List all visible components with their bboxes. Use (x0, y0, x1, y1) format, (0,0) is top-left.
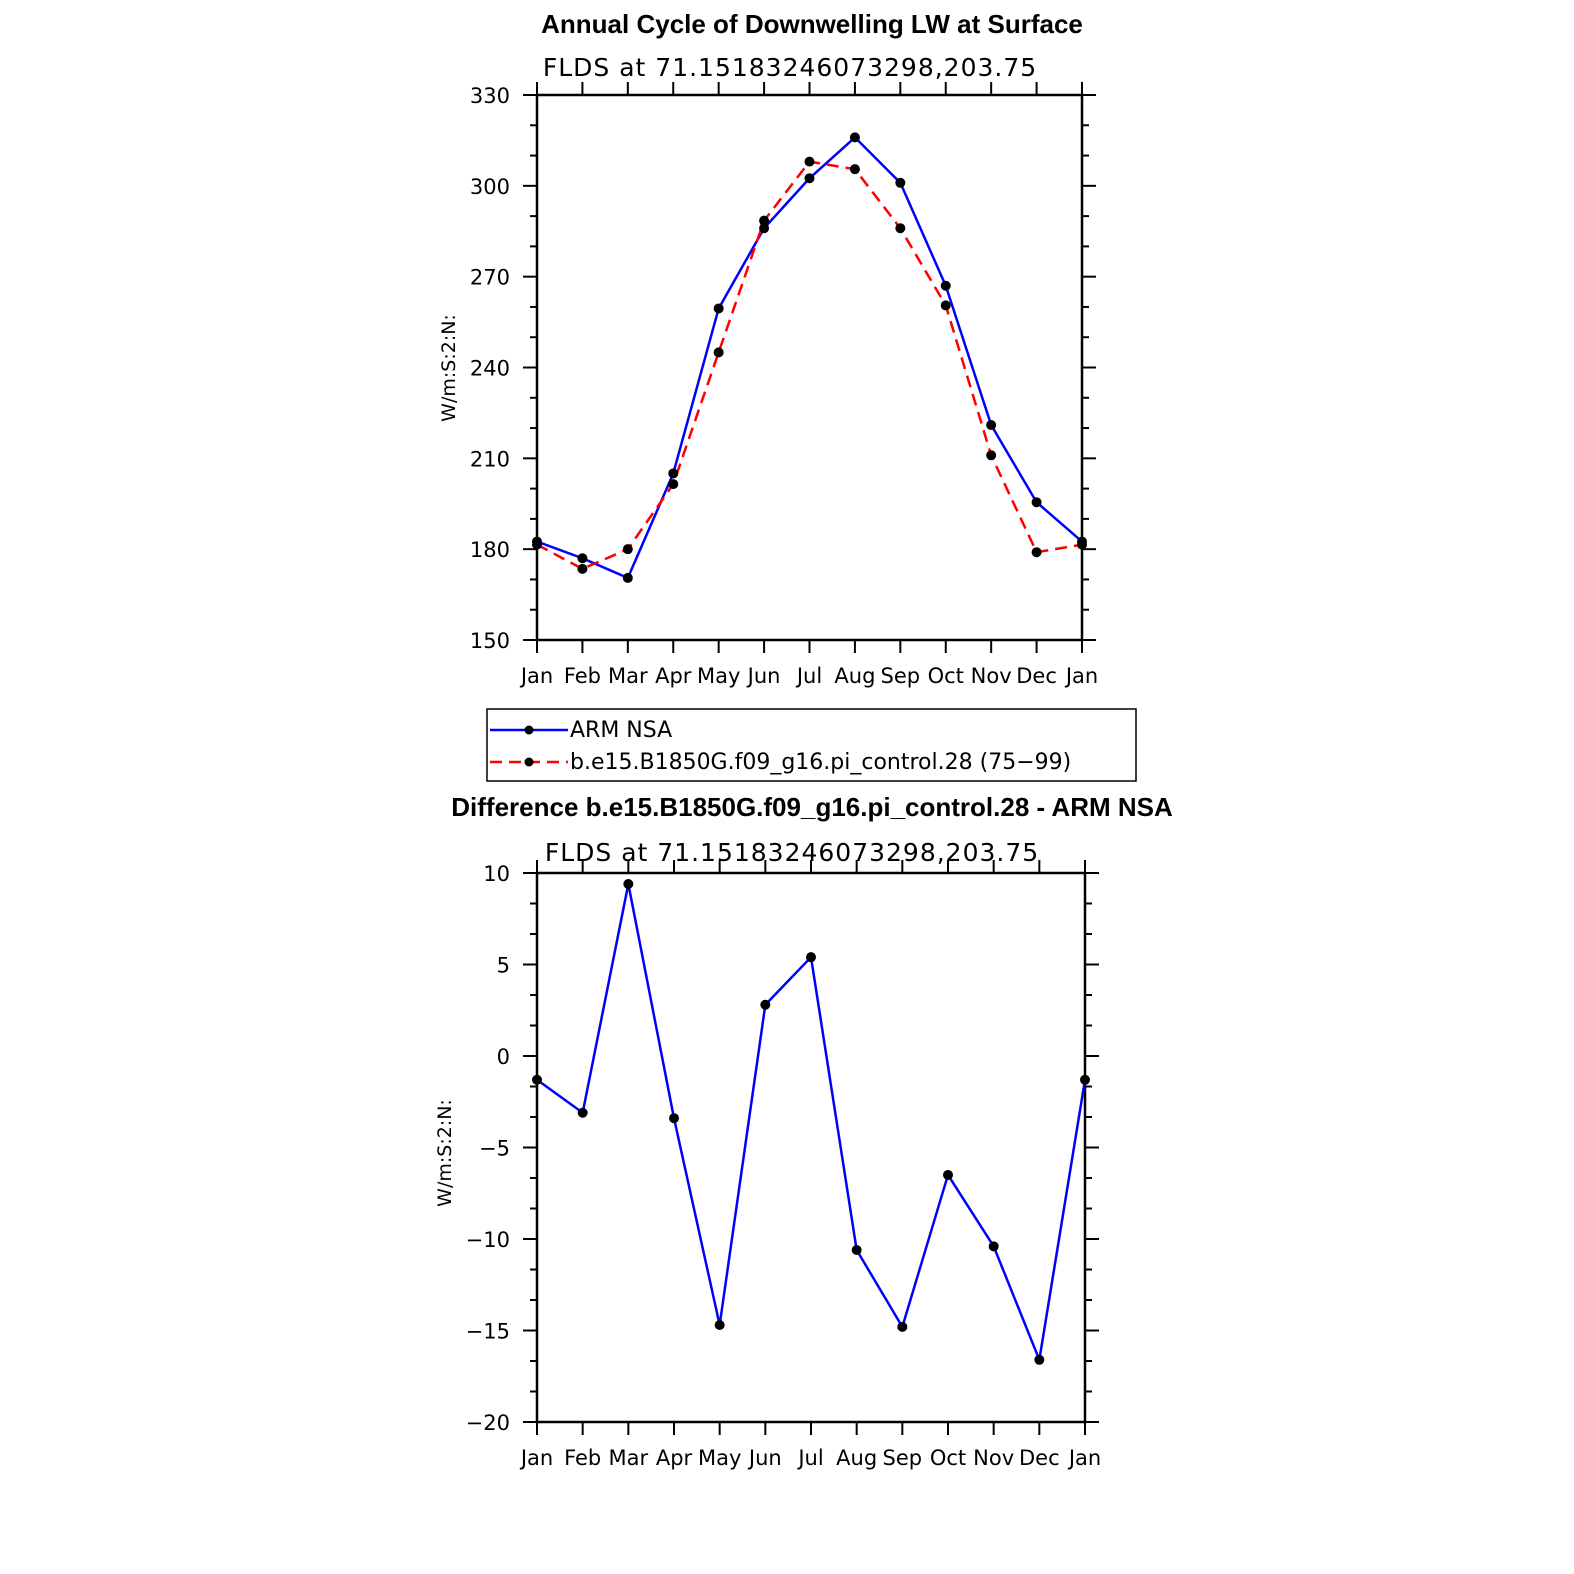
chart2-series-1-point (988, 1241, 999, 1252)
chart1-ytick-label: 210 (470, 447, 510, 471)
legend-marker-series-2 (524, 757, 534, 767)
chart1-series-1-point (940, 280, 951, 291)
chart1-series-2-point (668, 479, 679, 490)
chart2-xtick-label: May (698, 1446, 741, 1470)
chart1-series-2-point (759, 215, 770, 226)
chart1-xtick-label: May (697, 664, 740, 688)
chart1-series-2-point (895, 223, 906, 234)
chart1-xtick-label: Nov (971, 664, 1012, 688)
chart1-series-1-point (849, 132, 860, 143)
chart1-ytick-label: 300 (470, 175, 510, 199)
chart1-xtick-label: Jan (1064, 664, 1098, 688)
chart2-xtick-label: Apr (656, 1446, 693, 1470)
chart1-xtick-label: Feb (564, 664, 601, 688)
chart2-xtick-label: Feb (564, 1446, 601, 1470)
chart1-series-2-point (577, 563, 588, 574)
chart1-series-2-point (940, 300, 951, 311)
chart2-y-axis-label: W/m:S:2:N: (434, 1099, 456, 1207)
chart2-xtick-label: Nov (973, 1446, 1014, 1470)
chart1-xtick-label: Dec (1016, 664, 1057, 688)
chart1-series-2-point (804, 156, 815, 167)
chart2-xtick-label: Mar (609, 1446, 649, 1470)
chart2-ytick-label: −10 (466, 1228, 510, 1252)
chart2-ytick-label: −20 (466, 1411, 510, 1435)
chart1-xtick-label: Oct (928, 664, 964, 688)
legend-label-series-2: b.e15.B1850G.f09_g16.pi_control.28 (75−9… (570, 750, 1071, 775)
chart1-ytick-label: 180 (470, 538, 510, 562)
chart1-legend: ARM NSA b.e15.B1850G.f09_g16.pi_control.… (486, 708, 1137, 782)
chart2-series-1-point (943, 1169, 953, 1180)
chart2-series-1-point (1034, 1354, 1045, 1365)
chart1-series-2-point (1031, 547, 1042, 558)
chart1-ytick-label: 270 (470, 266, 510, 290)
chart2-xtick-label: Jan (519, 1446, 553, 1470)
chart1-xtick-label: Jan (519, 664, 553, 688)
chart1-xtick-label: Jul (795, 664, 822, 688)
chart2-title: Difference b.e15.B1850G.f09_g16.pi_contr… (451, 792, 1173, 822)
chart1-series-1-point (1031, 497, 1042, 508)
chart2-xtick-label: Oct (930, 1446, 966, 1470)
chart2-series-1-point (806, 952, 816, 963)
chart1-series-1-point (895, 177, 906, 188)
chart1-series-1-line (536, 136, 1083, 580)
chart2-series-1-point (577, 1107, 588, 1118)
chart2-series-1-point (760, 999, 771, 1010)
chart2-series-1-point (532, 1074, 542, 1085)
chart2-ytick-label: −15 (466, 1320, 510, 1344)
chart1-series-1-point (759, 223, 770, 234)
chart1-series-2-point (622, 544, 633, 555)
chart2-xtick-label: Dec (1019, 1446, 1060, 1470)
chart1-series-2-point (532, 539, 542, 550)
legend-label-series-1: ARM NSA (570, 718, 672, 743)
chart1-xtick-label: Aug (834, 664, 875, 688)
chart1-xtick-label: Mar (608, 664, 648, 688)
chart1-xtick-label: Apr (655, 664, 692, 688)
legend-box (486, 708, 1137, 782)
chart2-ytick-label: 5 (497, 954, 510, 978)
chart2-series-1-point (897, 1321, 908, 1332)
chart2-xtick-label: Jul (796, 1446, 823, 1470)
chart1-ytick-label: 150 (470, 629, 510, 653)
chart1-series-2-point (713, 347, 724, 358)
chart2-ytick-label: 10 (483, 862, 510, 886)
chart2-series-1-point (1080, 1074, 1090, 1085)
chart2-ytick-label: 0 (497, 1045, 510, 1069)
chart1-subtitle: FLDS at 71.15183246073298,203.75 (543, 53, 1037, 82)
chart1-y-axis-label: W/m:S:2:N: (438, 314, 460, 422)
chart1-series-1-point (713, 303, 724, 314)
legend-marker-series-1 (524, 725, 534, 735)
chart1-xtick-label: Sep (881, 664, 921, 688)
chart1-series-1-point (668, 468, 679, 479)
chart2-subtitle: FLDS at 71.15183246073298,203.75 (545, 838, 1039, 867)
chart2-ytick-label: −5 (479, 1137, 510, 1161)
chart2-plot-area: −20 −15 −10 −5 0 5 10 Jan Feb Mar Apr May Jun Jul Aug S… (466, 860, 1101, 1470)
chart1-ytick-label: 330 (470, 84, 510, 108)
chart1-series-2-line (536, 160, 1083, 571)
chart2-series-1-point (669, 1113, 679, 1124)
chart2-xtick-label: Jun (747, 1446, 782, 1470)
chart1-series-1-point (577, 553, 588, 564)
chart1-series-2-point (1077, 539, 1087, 550)
chart1-series-1-point (986, 420, 997, 431)
chart1-series-2-point (849, 164, 860, 175)
chart2-series-1-point (714, 1320, 725, 1331)
chart2-xtick-label: Sep (883, 1446, 923, 1470)
chart2-xtick-label: Jan (1067, 1446, 1101, 1470)
chart1-series-1-point (804, 173, 815, 184)
chart1-xtick-label: Jun (746, 664, 781, 688)
chart2-xtick-label: Aug (836, 1446, 877, 1470)
chart2-series-1-point (851, 1244, 862, 1255)
chart1-series-1-point (622, 572, 633, 583)
chart2-series-1-point (623, 878, 634, 889)
chart1-series-2-point (986, 450, 997, 461)
chart1-ytick-label: 240 (470, 357, 510, 381)
chart1-plot-area: 150 180 210 240 270 300 330 Jan Feb Mar Apr May Jun J… (470, 82, 1098, 688)
chart1-title: Annual Cycle of Downwelling LW at Surfac… (541, 9, 1083, 39)
